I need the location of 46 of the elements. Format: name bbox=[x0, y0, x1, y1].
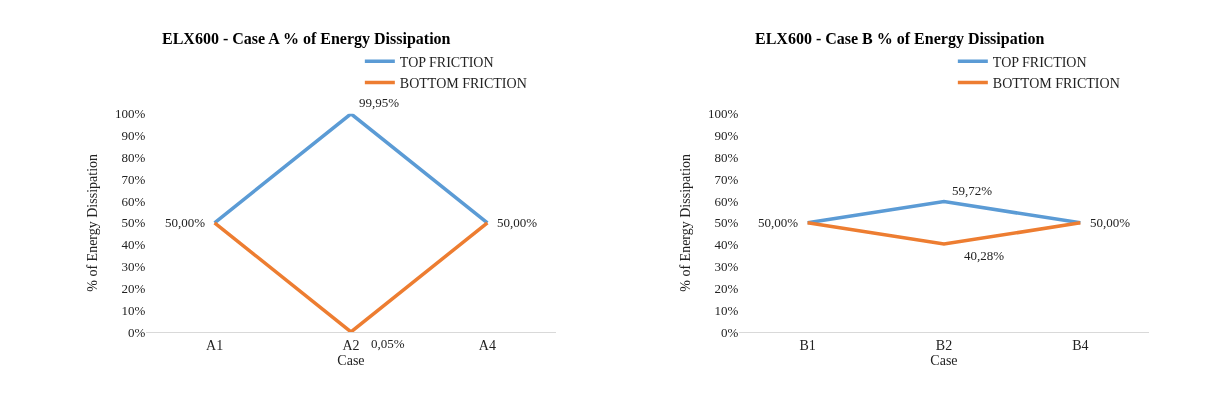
y-tick-label: 80% bbox=[121, 149, 146, 165]
y-tick-label: 30% bbox=[121, 259, 146, 275]
legend-label: BOTTOM FRICTION bbox=[992, 75, 1120, 91]
legend-label: TOP FRICTION bbox=[399, 54, 494, 70]
y-tick-label: 70% bbox=[121, 171, 146, 187]
x-axis-title: Case bbox=[337, 352, 365, 368]
data-label: 50,00% bbox=[1090, 215, 1131, 230]
y-tick-label: 50% bbox=[714, 215, 739, 231]
data-label: 0,05% bbox=[371, 336, 405, 351]
x-tick-label: A2 bbox=[342, 337, 360, 353]
y-tick-label: 10% bbox=[121, 302, 146, 318]
x-tick-label: A1 bbox=[206, 337, 224, 353]
y-tick-label: 90% bbox=[121, 128, 146, 144]
y-tick-label: 30% bbox=[714, 259, 739, 275]
x-tick-label: B4 bbox=[1072, 337, 1089, 353]
y-tick-label: 60% bbox=[714, 193, 739, 209]
chart-title: ELX600 - Case B % of Energy Dissipation bbox=[755, 30, 1045, 48]
y-tick-label: 0% bbox=[128, 324, 146, 340]
legend-label: TOP FRICTION bbox=[992, 54, 1087, 70]
y-tick-label: 90% bbox=[714, 128, 739, 144]
data-label: 99,95% bbox=[359, 95, 400, 110]
x-tick-label: B1 bbox=[799, 337, 816, 353]
y-tick-label: 70% bbox=[714, 171, 739, 187]
data-label: 40,28% bbox=[964, 248, 1005, 263]
y-tick-label: 0% bbox=[721, 324, 739, 340]
y-axis-title: % of Energy Dissipation bbox=[84, 153, 100, 292]
y-tick-label: 20% bbox=[121, 280, 146, 296]
data-label: 50,00% bbox=[497, 215, 538, 230]
y-tick-label: 40% bbox=[714, 237, 739, 253]
legend-label: BOTTOM FRICTION bbox=[399, 75, 527, 91]
y-tick-label: 80% bbox=[714, 149, 739, 165]
y-tick-label: 40% bbox=[121, 237, 146, 253]
y-tick-label: 100% bbox=[115, 106, 146, 122]
y-tick-label: 60% bbox=[121, 193, 146, 209]
x-axis-title: Case bbox=[930, 352, 958, 368]
x-tick-label: B2 bbox=[935, 337, 953, 353]
x-tick-label: A4 bbox=[478, 337, 496, 353]
data-label: 50,00% bbox=[165, 215, 206, 230]
chart-title: ELX600 - Case A % of Energy Dissipation bbox=[162, 30, 451, 48]
y-tick-label: 20% bbox=[714, 280, 739, 296]
y-tick-label: 50% bbox=[121, 215, 146, 231]
y-tick-label: 100% bbox=[708, 106, 739, 122]
data-label: 50,00% bbox=[758, 215, 799, 230]
data-label: 59,72% bbox=[952, 183, 993, 198]
y-axis-title: % of Energy Dissipation bbox=[677, 153, 693, 292]
y-tick-label: 10% bbox=[714, 302, 739, 318]
